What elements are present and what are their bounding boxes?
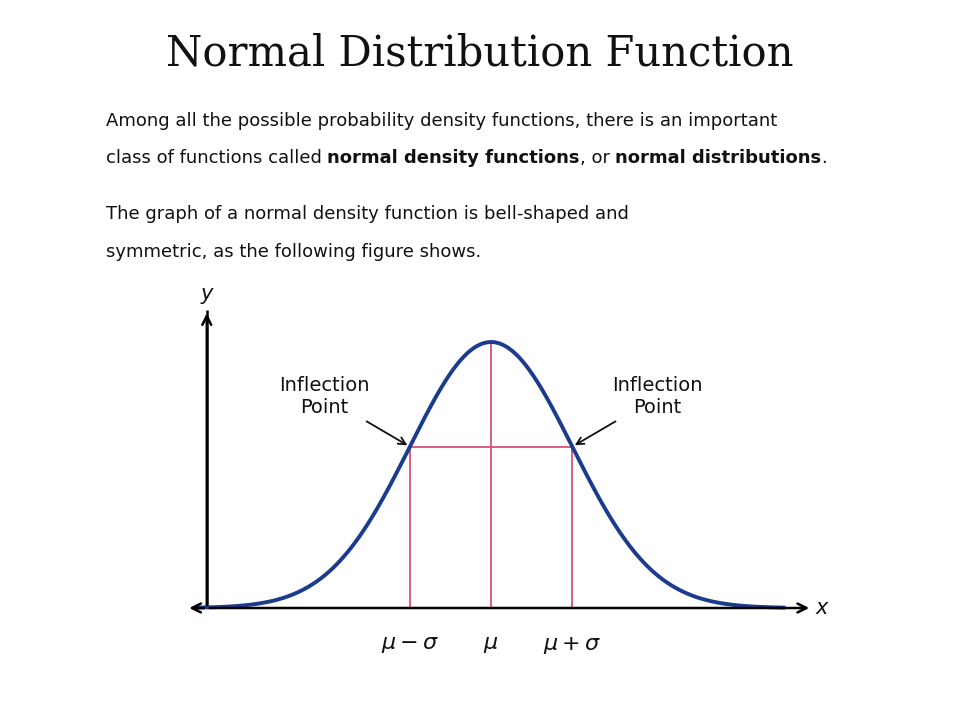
Text: normal density functions: normal density functions <box>327 149 580 167</box>
Text: symmetric, as the following figure shows.: symmetric, as the following figure shows… <box>106 243 481 261</box>
Text: .: . <box>822 149 828 167</box>
Text: y: y <box>201 284 213 304</box>
Text: x: x <box>816 598 828 618</box>
Text: Inflection
Point: Inflection Point <box>576 376 703 444</box>
Text: Among all the possible probability density functions, there is an important: Among all the possible probability densi… <box>106 112 777 130</box>
Text: normal distributions: normal distributions <box>615 149 822 167</box>
Text: Normal Distribution Function: Normal Distribution Function <box>166 32 794 74</box>
Text: $\mu - \sigma$: $\mu - \sigma$ <box>380 634 439 654</box>
Text: $\mu + \sigma$: $\mu + \sigma$ <box>543 634 602 656</box>
Text: Inflection
Point: Inflection Point <box>279 376 406 444</box>
Text: The graph of a normal density function is bell-shaped and: The graph of a normal density function i… <box>106 205 629 223</box>
Text: class of functions called: class of functions called <box>106 149 327 167</box>
Text: , or: , or <box>580 149 615 167</box>
Text: $\mu$: $\mu$ <box>483 634 499 654</box>
